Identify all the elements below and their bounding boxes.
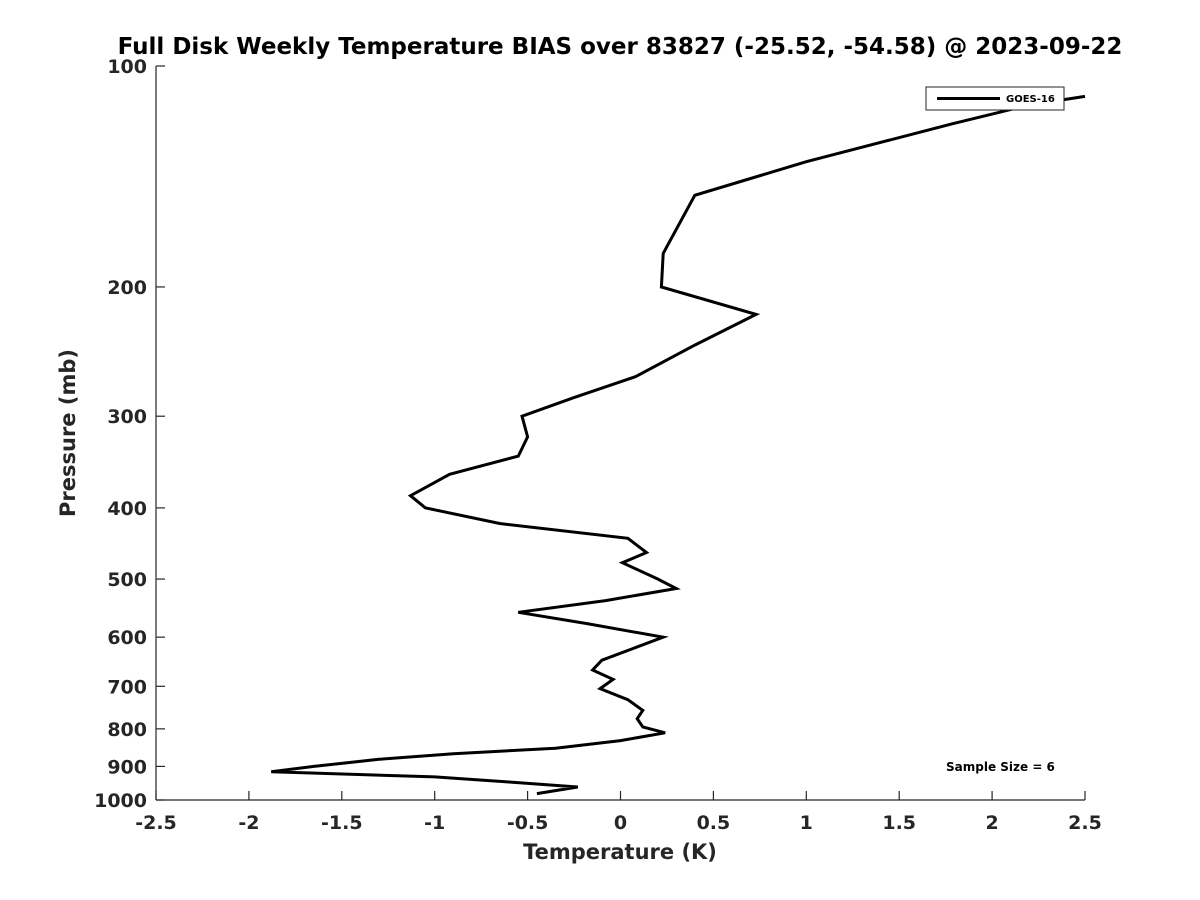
x-axis-title: Temperature (K)	[523, 840, 717, 864]
y-tick-label: 1000	[94, 790, 147, 812]
y-tick-label: 400	[107, 498, 147, 520]
x-tick-label: 2	[985, 812, 998, 834]
x-tick-label: 1	[800, 812, 813, 834]
x-tick-label: 2.5	[1068, 812, 1102, 834]
y-tick-label: 900	[107, 756, 147, 778]
sample-size-annotation: Sample Size = 6	[946, 760, 1055, 774]
x-tick-label: -1.5	[321, 812, 363, 834]
x-tick-label: -2.5	[135, 812, 177, 834]
plot-axes	[155, 66, 1085, 801]
y-tick-label: 700	[107, 676, 147, 698]
legend-label-goes-16: GOES-16	[1006, 94, 1055, 105]
x-tick-label: -1	[424, 812, 445, 834]
y-axis-title: Pressure (mb)	[56, 349, 80, 517]
y-tick-label: 500	[107, 569, 147, 591]
chart-title: Full Disk Weekly Temperature BIAS over 8…	[118, 34, 1123, 60]
y-axis-ticks: 100 200 300 400 500 600 700 800 900 1000	[94, 56, 165, 812]
y-tick-label: 200	[107, 277, 147, 299]
legend: GOES-16	[925, 86, 1065, 111]
x-tick-label: 0	[614, 812, 627, 834]
x-tick-label: 0.5	[697, 812, 731, 834]
x-tick-label: -0.5	[507, 812, 549, 834]
x-tick-label: 1.5	[882, 812, 916, 834]
series-group	[271, 94, 1086, 796]
x-tick-label: -2	[238, 812, 259, 834]
y-tick-label: 300	[107, 406, 147, 428]
y-tick-label: 800	[107, 719, 147, 741]
y-tick-label: 600	[107, 627, 147, 649]
x-axis-ticks: -2.5 -2 -1.5 -1 -0.5 0 0.5 1 1.5 2 2.5	[135, 791, 1102, 834]
series-line-goes-16	[271, 94, 1086, 796]
y-tick-label: 100	[107, 56, 147, 78]
